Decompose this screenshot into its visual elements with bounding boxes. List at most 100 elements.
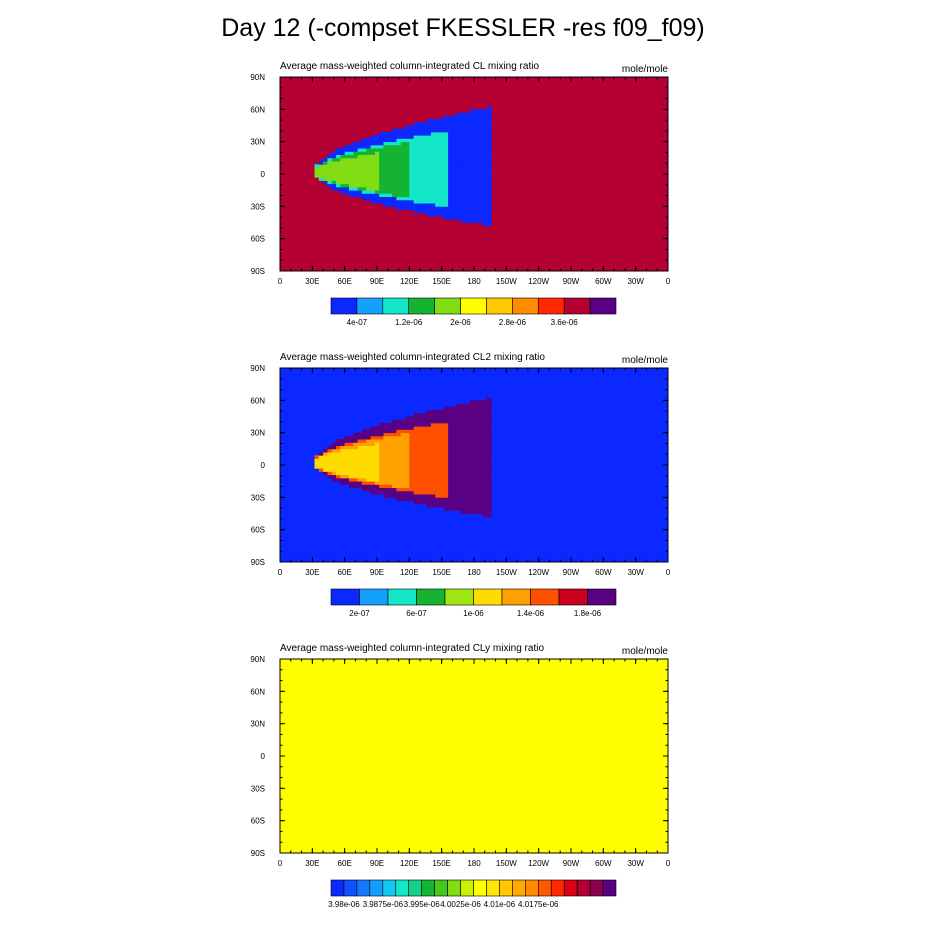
field-cell — [387, 154, 393, 159]
field-cell — [486, 432, 492, 437]
field-cell — [413, 500, 419, 505]
field-cell — [430, 203, 436, 207]
field-cell — [413, 170, 419, 175]
field-cell — [331, 154, 337, 159]
field-cell — [456, 442, 462, 446]
field-cell — [448, 487, 453, 492]
field-cell — [478, 180, 484, 185]
field-cell — [383, 435, 389, 440]
field-cell — [366, 448, 371, 453]
field-cell — [344, 448, 350, 453]
field-cell — [456, 403, 462, 408]
field-cell — [482, 151, 488, 155]
colorbar-swatch — [563, 879, 578, 897]
field-cell — [383, 138, 389, 143]
field-cell — [413, 448, 419, 453]
field-cell — [357, 435, 363, 440]
field-cell — [474, 510, 479, 514]
field-cell — [405, 203, 410, 207]
colorbar-swatch — [408, 297, 435, 315]
field-cell — [478, 416, 484, 421]
field-cell — [409, 471, 415, 476]
field-cell — [435, 135, 440, 139]
field-cell — [374, 487, 380, 492]
field-cell — [469, 190, 475, 194]
field-cell — [430, 164, 436, 168]
field-cell — [323, 448, 328, 453]
field-cell — [426, 131, 432, 136]
field-cell — [422, 426, 427, 430]
field-cell — [422, 448, 427, 453]
field-cell — [465, 167, 471, 172]
field-cell — [409, 497, 415, 501]
field-cell — [435, 419, 440, 424]
field-cell — [426, 144, 432, 149]
field-cell — [435, 186, 440, 191]
field-cell — [474, 406, 479, 411]
field-cell — [435, 212, 440, 217]
field-cell — [383, 461, 389, 466]
field-cell — [400, 490, 406, 495]
field-cell — [474, 157, 479, 162]
field-cell — [417, 474, 423, 479]
field-cell — [461, 500, 466, 505]
field-cell — [461, 439, 466, 443]
field-cell — [357, 468, 363, 472]
field-cell — [452, 161, 458, 165]
field-cell — [486, 190, 492, 194]
field-cell — [486, 442, 492, 446]
field-cell — [374, 164, 380, 168]
field-cell — [353, 461, 358, 466]
field-cell — [469, 426, 475, 430]
field-cell — [400, 148, 406, 152]
field-cell — [379, 487, 384, 492]
colorbar-label: 1.8e-06 — [574, 609, 602, 618]
field-cell — [422, 468, 427, 472]
field-cell — [486, 435, 492, 440]
field-cell — [413, 196, 419, 201]
field-cell — [474, 128, 479, 133]
field-cell — [465, 494, 471, 498]
field-cell — [443, 484, 449, 489]
field-cell — [400, 203, 406, 207]
field-cell — [482, 135, 488, 139]
field-cell — [400, 497, 406, 501]
field-cell — [392, 419, 397, 424]
field-cell — [452, 148, 458, 152]
field-cell — [478, 115, 484, 120]
field-cell — [469, 435, 475, 440]
field-cell — [366, 468, 371, 472]
field-cell — [461, 209, 466, 214]
field-cell — [469, 494, 475, 498]
field-cell — [452, 216, 458, 220]
field-cell — [366, 170, 371, 175]
y-tick-label: 90N — [250, 364, 265, 373]
field-cell — [422, 474, 427, 479]
field-cell — [435, 174, 440, 178]
field-cell — [448, 406, 453, 411]
field-cell — [430, 135, 436, 139]
field-cell — [383, 468, 389, 472]
field-cell — [387, 167, 393, 172]
field-cell — [426, 413, 432, 417]
field-cell — [469, 144, 475, 149]
field-cell — [400, 487, 406, 492]
field-cell — [448, 199, 453, 204]
field-cell — [370, 135, 376, 139]
field-cell — [353, 144, 358, 149]
field-cell — [469, 477, 475, 482]
field-cell — [331, 164, 337, 168]
field-cell — [456, 465, 462, 469]
field-cell — [357, 167, 363, 172]
field-cell — [469, 206, 475, 210]
field-cell — [461, 161, 466, 165]
field-cell — [469, 500, 475, 505]
field-cell — [448, 455, 453, 459]
field-cell — [486, 403, 492, 408]
field-cell — [452, 144, 458, 149]
field-cell — [439, 154, 445, 159]
field-cell — [353, 180, 358, 185]
y-tick-label: 30N — [250, 720, 265, 729]
field-cell — [340, 190, 346, 194]
field-cell — [409, 190, 415, 194]
